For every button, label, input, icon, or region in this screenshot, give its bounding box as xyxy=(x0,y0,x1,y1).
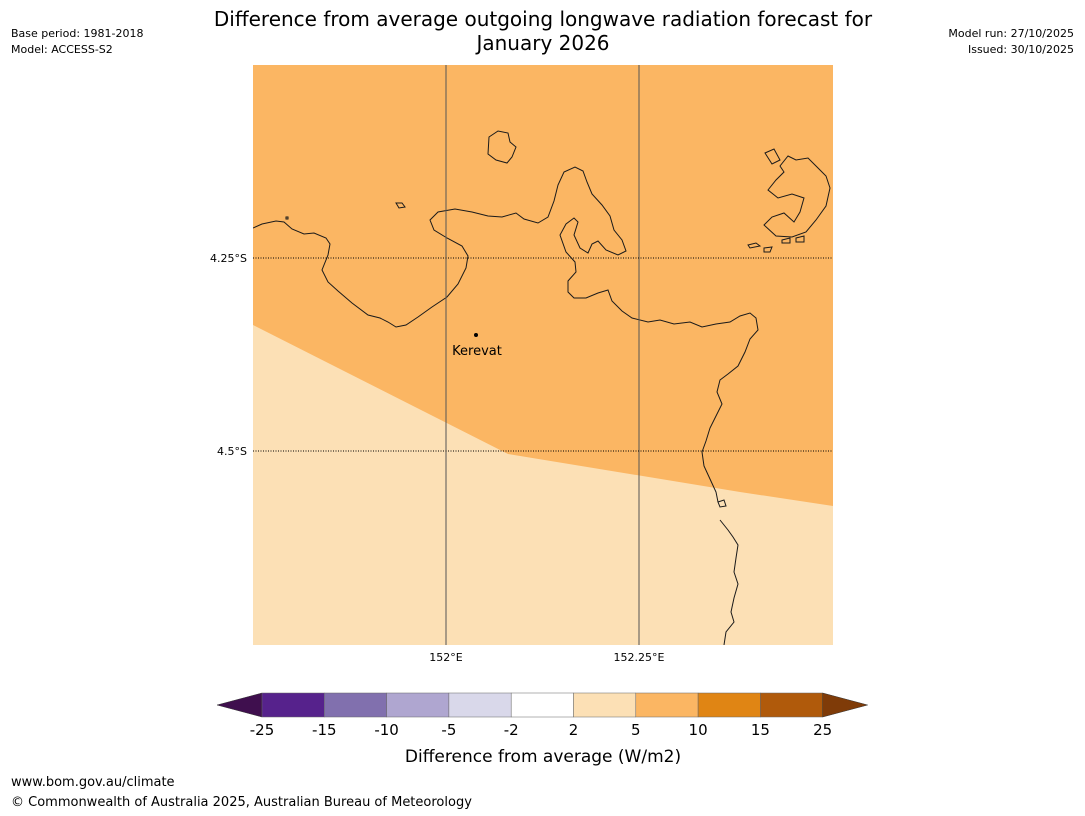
colorbar-tick-label: -2 xyxy=(504,721,519,739)
colorbar-segment xyxy=(697,692,761,718)
lon-label-152e: 152°E xyxy=(429,651,462,664)
place-label-kerevat: Kerevat xyxy=(452,344,502,359)
colorbar-tick-label: 10 xyxy=(689,721,708,739)
issued-label: Issued: 30/10/2025 xyxy=(967,43,1074,56)
coastline-main-west xyxy=(253,166,759,503)
lon-label-152-25e: 152.25°E xyxy=(614,651,665,664)
colorbar-extend-min xyxy=(216,692,263,718)
colorbar-tick-label: -15 xyxy=(312,721,337,739)
colorbar: -25 -15 -10 -5 -2 2 5 10 15 25 xyxy=(216,692,869,739)
lat-label-4-5s: 4.5°S xyxy=(217,445,247,458)
colorbar-tick-label: -25 xyxy=(250,721,275,739)
model-run-label: Model run: 27/10/2025 xyxy=(948,27,1074,40)
colorbar-segment xyxy=(760,692,823,718)
coastline xyxy=(253,130,831,645)
lat-label-4-25s: 4.25°S xyxy=(210,252,247,265)
coastline-south-tip xyxy=(719,519,739,645)
colorbar-segment xyxy=(448,692,512,718)
island-north xyxy=(487,130,517,164)
colorbar-tick-label: 5 xyxy=(631,721,641,739)
page-title: Difference from average outgoing longwav… xyxy=(193,7,893,55)
title-line-2: January 2026 xyxy=(476,31,610,55)
islet-west xyxy=(395,202,406,209)
islands-northeast xyxy=(747,148,831,253)
footer-url: www.bom.gov.au/climate xyxy=(11,775,175,790)
colorbar-segment xyxy=(261,692,325,718)
colorbar-segment xyxy=(510,692,574,718)
map-panel xyxy=(253,65,833,645)
colorbar-segment xyxy=(324,692,387,718)
model-label: Model: ACCESS-S2 xyxy=(11,43,113,56)
title-line-1: Difference from average outgoing longwav… xyxy=(213,7,873,31)
colorbar-extend-max xyxy=(822,692,869,718)
islet-small-west xyxy=(285,216,289,220)
colorbar-label: Difference from average (W/m2) xyxy=(405,747,681,767)
footer-copyright: © Commonwealth of Australia 2025, Austra… xyxy=(11,795,472,810)
colorbar-segment xyxy=(573,692,637,718)
anomaly-zone-5-to-10 xyxy=(253,65,833,506)
graticule xyxy=(253,65,833,645)
colorbar-segment xyxy=(635,692,699,718)
kerevat-marker xyxy=(474,333,478,337)
islet-east xyxy=(717,499,727,508)
colorbar-segment xyxy=(386,692,450,718)
colorbar-tick-label: -5 xyxy=(441,721,456,739)
base-period-label: Base period: 1981-2018 xyxy=(11,27,144,40)
colorbar-tick-label: 2 xyxy=(569,721,579,739)
colorbar-tick-label: -10 xyxy=(374,721,399,739)
colorbar-tick-label: 15 xyxy=(751,721,770,739)
colorbar-tick-label: 25 xyxy=(813,721,832,739)
